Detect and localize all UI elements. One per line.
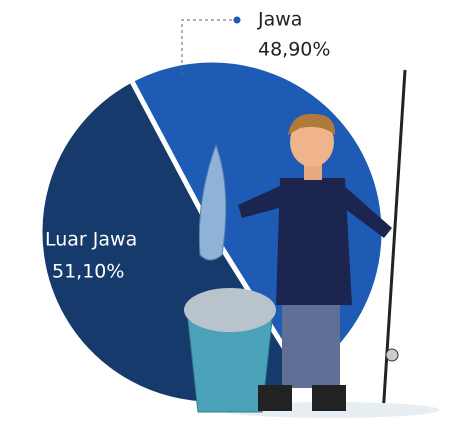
slice-value: 51,10% [52, 261, 124, 283]
sweater [276, 178, 352, 305]
arm [340, 185, 392, 238]
fish-pile [184, 288, 276, 332]
slice-label: Jawa [257, 9, 302, 31]
slice-label: Luar Jawa [45, 229, 137, 251]
boot [312, 385, 346, 411]
hair [288, 113, 336, 135]
arm [238, 185, 290, 218]
leader-dot [233, 16, 241, 24]
fishing-rod [381, 69, 407, 416]
boot [258, 385, 292, 411]
illustration [184, 69, 440, 418]
reel [385, 348, 399, 362]
trousers [282, 300, 340, 388]
leader-line [181, 19, 232, 78]
leader [181, 16, 241, 78]
slice-value: 48,90% [258, 39, 330, 61]
head [290, 117, 334, 167]
fish [198, 143, 227, 261]
